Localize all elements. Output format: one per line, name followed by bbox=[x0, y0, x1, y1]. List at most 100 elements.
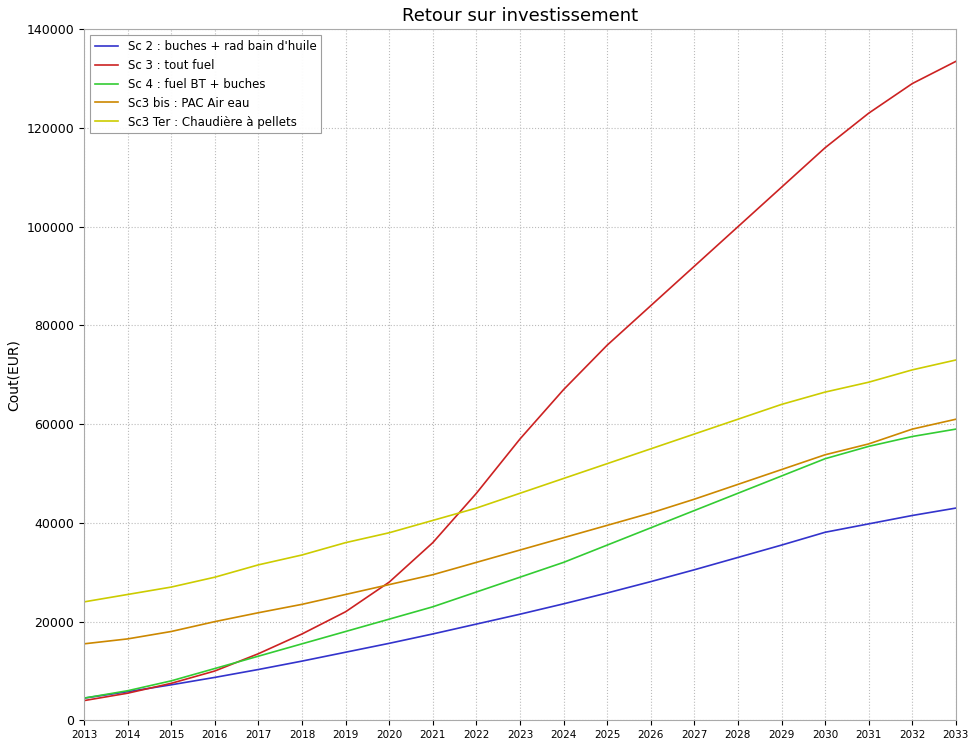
Sc 3 : tout fuel: (2.03e+03, 1.08e+05): tout fuel: (2.03e+03, 1.08e+05) bbox=[776, 183, 788, 192]
Line: Sc 4 : fuel BT + buches: Sc 4 : fuel BT + buches bbox=[84, 429, 956, 698]
Sc 3 : tout fuel: (2.03e+03, 1.29e+05): tout fuel: (2.03e+03, 1.29e+05) bbox=[907, 79, 918, 88]
Sc 3 : tout fuel: (2.01e+03, 5.5e+03): tout fuel: (2.01e+03, 5.5e+03) bbox=[122, 689, 134, 698]
Sc3 bis : PAC Air eau: (2.02e+03, 3.7e+04): PAC Air eau: (2.02e+03, 3.7e+04) bbox=[557, 533, 569, 542]
Sc 4 : fuel BT + buches: (2.02e+03, 1.3e+04): fuel BT + buches: (2.02e+03, 1.3e+04) bbox=[253, 651, 264, 660]
Sc3 bis : PAC Air eau: (2.02e+03, 2.75e+04): PAC Air eau: (2.02e+03, 2.75e+04) bbox=[384, 580, 395, 589]
Sc3 Ter : Chaudière à pellets: (2.03e+03, 7.1e+04): Chaudière à pellets: (2.03e+03, 7.1e+04) bbox=[907, 365, 918, 374]
Sc3 Ter : Chaudière à pellets: (2.02e+03, 4.05e+04): Chaudière à pellets: (2.02e+03, 4.05e+04… bbox=[427, 516, 438, 525]
Sc 3 : tout fuel: (2.03e+03, 1.23e+05): tout fuel: (2.03e+03, 1.23e+05) bbox=[863, 109, 874, 118]
Sc 2 : buches + rad bain d'huile: (2.02e+03, 1.03e+04): buches + rad bain d'huile: (2.02e+03, 1.… bbox=[253, 665, 264, 674]
Sc 4 : fuel BT + buches: (2.03e+03, 5.55e+04): fuel BT + buches: (2.03e+03, 5.55e+04) bbox=[863, 442, 874, 451]
Sc 3 : tout fuel: (2.02e+03, 2.2e+04): tout fuel: (2.02e+03, 2.2e+04) bbox=[340, 607, 351, 616]
Sc 3 : tout fuel: (2.03e+03, 1.16e+05): tout fuel: (2.03e+03, 1.16e+05) bbox=[819, 143, 831, 152]
Sc 2 : buches + rad bain d'huile: (2.03e+03, 2.81e+04): buches + rad bain d'huile: (2.03e+03, 2.… bbox=[645, 577, 657, 586]
Sc 2 : buches + rad bain d'huile: (2.02e+03, 2.15e+04): buches + rad bain d'huile: (2.02e+03, 2.… bbox=[514, 610, 526, 619]
Sc3 Ter : Chaudière à pellets: (2.03e+03, 5.8e+04): Chaudière à pellets: (2.03e+03, 5.8e+04) bbox=[688, 430, 700, 438]
Sc 4 : fuel BT + buches: (2.03e+03, 3.9e+04): fuel BT + buches: (2.03e+03, 3.9e+04) bbox=[645, 524, 657, 533]
Sc 2 : buches + rad bain d'huile: (2.02e+03, 1.2e+04): buches + rad bain d'huile: (2.02e+03, 1.… bbox=[296, 657, 307, 666]
Sc 4 : fuel BT + buches: (2.01e+03, 6e+03): fuel BT + buches: (2.01e+03, 6e+03) bbox=[122, 686, 134, 695]
Sc3 bis : PAC Air eau: (2.02e+03, 2.55e+04): PAC Air eau: (2.02e+03, 2.55e+04) bbox=[340, 590, 351, 599]
Legend: Sc 2 : buches + rad bain d'huile, Sc 3 : tout fuel, Sc 4 : fuel BT + buches, Sc3: Sc 2 : buches + rad bain d'huile, Sc 3 :… bbox=[90, 35, 321, 133]
Sc 3 : tout fuel: (2.03e+03, 9.2e+04): tout fuel: (2.03e+03, 9.2e+04) bbox=[688, 261, 700, 270]
Sc 4 : fuel BT + buches: (2.02e+03, 1.05e+04): fuel BT + buches: (2.02e+03, 1.05e+04) bbox=[209, 664, 221, 673]
Sc3 Ter : Chaudière à pellets: (2.03e+03, 6.1e+04): Chaudière à pellets: (2.03e+03, 6.1e+04) bbox=[732, 415, 744, 424]
Sc 2 : buches + rad bain d'huile: (2.03e+03, 4.3e+04): buches + rad bain d'huile: (2.03e+03, 4.… bbox=[950, 503, 961, 512]
Sc3 bis : PAC Air eau: (2.02e+03, 2.35e+04): PAC Air eau: (2.02e+03, 2.35e+04) bbox=[296, 600, 307, 609]
Sc 3 : tout fuel: (2.02e+03, 4.6e+04): tout fuel: (2.02e+03, 4.6e+04) bbox=[470, 489, 482, 498]
Sc3 Ter : Chaudière à pellets: (2.03e+03, 6.4e+04): Chaudière à pellets: (2.03e+03, 6.4e+04) bbox=[776, 400, 788, 409]
Line: Sc 3 : tout fuel: Sc 3 : tout fuel bbox=[84, 61, 956, 701]
Sc3 Ter : Chaudière à pellets: (2.03e+03, 6.85e+04): Chaudière à pellets: (2.03e+03, 6.85e+04… bbox=[863, 378, 874, 387]
Sc 3 : tout fuel: (2.02e+03, 1.35e+04): tout fuel: (2.02e+03, 1.35e+04) bbox=[253, 649, 264, 658]
Sc 4 : fuel BT + buches: (2.02e+03, 2.05e+04): fuel BT + buches: (2.02e+03, 2.05e+04) bbox=[384, 615, 395, 624]
Sc3 Ter : Chaudière à pellets: (2.01e+03, 2.4e+04): Chaudière à pellets: (2.01e+03, 2.4e+04) bbox=[78, 598, 90, 607]
Sc 2 : buches + rad bain d'huile: (2.02e+03, 7.2e+03): buches + rad bain d'huile: (2.02e+03, 7.… bbox=[165, 681, 177, 689]
Sc3 bis : PAC Air eau: (2.03e+03, 4.78e+04): PAC Air eau: (2.03e+03, 4.78e+04) bbox=[732, 480, 744, 489]
Sc3 bis : PAC Air eau: (2.02e+03, 3.95e+04): PAC Air eau: (2.02e+03, 3.95e+04) bbox=[601, 521, 613, 530]
Sc3 bis : PAC Air eau: (2.02e+03, 3.45e+04): PAC Air eau: (2.02e+03, 3.45e+04) bbox=[514, 545, 526, 554]
Line: Sc 2 : buches + rad bain d'huile: Sc 2 : buches + rad bain d'huile bbox=[84, 508, 956, 698]
Sc 3 : tout fuel: (2.03e+03, 1e+05): tout fuel: (2.03e+03, 1e+05) bbox=[732, 223, 744, 232]
Sc 2 : buches + rad bain d'huile: (2.02e+03, 1.38e+04): buches + rad bain d'huile: (2.02e+03, 1.… bbox=[340, 648, 351, 657]
Sc 3 : tout fuel: (2.02e+03, 1.75e+04): tout fuel: (2.02e+03, 1.75e+04) bbox=[296, 630, 307, 639]
Sc 4 : fuel BT + buches: (2.02e+03, 1.8e+04): fuel BT + buches: (2.02e+03, 1.8e+04) bbox=[340, 627, 351, 636]
Sc 3 : tout fuel: (2.02e+03, 7.6e+04): tout fuel: (2.02e+03, 7.6e+04) bbox=[601, 341, 613, 350]
Sc3 bis : PAC Air eau: (2.03e+03, 5.08e+04): PAC Air eau: (2.03e+03, 5.08e+04) bbox=[776, 465, 788, 474]
Sc3 Ter : Chaudière à pellets: (2.03e+03, 5.5e+04): Chaudière à pellets: (2.03e+03, 5.5e+04) bbox=[645, 444, 657, 453]
Sc3 bis : PAC Air eau: (2.02e+03, 1.8e+04): PAC Air eau: (2.02e+03, 1.8e+04) bbox=[165, 627, 177, 636]
Sc 2 : buches + rad bain d'huile: (2.01e+03, 5.8e+03): buches + rad bain d'huile: (2.01e+03, 5.… bbox=[122, 687, 134, 696]
Sc 4 : fuel BT + buches: (2.03e+03, 4.6e+04): fuel BT + buches: (2.03e+03, 4.6e+04) bbox=[732, 489, 744, 498]
Sc3 Ter : Chaudière à pellets: (2.03e+03, 7.3e+04): Chaudière à pellets: (2.03e+03, 7.3e+04) bbox=[950, 356, 961, 365]
Sc 3 : tout fuel: (2.02e+03, 5.7e+04): tout fuel: (2.02e+03, 5.7e+04) bbox=[514, 435, 526, 444]
Sc 4 : fuel BT + buches: (2.02e+03, 2.9e+04): fuel BT + buches: (2.02e+03, 2.9e+04) bbox=[514, 573, 526, 582]
Sc 2 : buches + rad bain d'huile: (2.03e+03, 3.98e+04): buches + rad bain d'huile: (2.03e+03, 3.… bbox=[863, 519, 874, 528]
Sc3 Ter : Chaudière à pellets: (2.02e+03, 5.2e+04): Chaudière à pellets: (2.02e+03, 5.2e+04) bbox=[601, 459, 613, 468]
Sc 2 : buches + rad bain d'huile: (2.02e+03, 1.56e+04): buches + rad bain d'huile: (2.02e+03, 1.… bbox=[384, 639, 395, 648]
Sc 4 : fuel BT + buches: (2.02e+03, 3.2e+04): fuel BT + buches: (2.02e+03, 3.2e+04) bbox=[557, 558, 569, 567]
Sc 3 : tout fuel: (2.02e+03, 7.5e+03): tout fuel: (2.02e+03, 7.5e+03) bbox=[165, 679, 177, 688]
Sc3 Ter : Chaudière à pellets: (2.02e+03, 2.9e+04): Chaudière à pellets: (2.02e+03, 2.9e+04) bbox=[209, 573, 221, 582]
Sc 4 : fuel BT + buches: (2.03e+03, 5.3e+04): fuel BT + buches: (2.03e+03, 5.3e+04) bbox=[819, 454, 831, 463]
Sc 4 : fuel BT + buches: (2.02e+03, 1.55e+04): fuel BT + buches: (2.02e+03, 1.55e+04) bbox=[296, 639, 307, 648]
Sc 2 : buches + rad bain d'huile: (2.03e+03, 3.05e+04): buches + rad bain d'huile: (2.03e+03, 3.… bbox=[688, 565, 700, 574]
Sc 4 : fuel BT + buches: (2.03e+03, 4.25e+04): fuel BT + buches: (2.03e+03, 4.25e+04) bbox=[688, 506, 700, 515]
Sc 4 : fuel BT + buches: (2.03e+03, 5.75e+04): fuel BT + buches: (2.03e+03, 5.75e+04) bbox=[907, 432, 918, 441]
Sc 3 : tout fuel: (2.03e+03, 1.34e+05): tout fuel: (2.03e+03, 1.34e+05) bbox=[950, 57, 961, 66]
Title: Retour sur investissement: Retour sur investissement bbox=[402, 7, 638, 25]
Sc3 Ter : Chaudière à pellets: (2.02e+03, 3.8e+04): Chaudière à pellets: (2.02e+03, 3.8e+04) bbox=[384, 528, 395, 537]
Sc 3 : tout fuel: (2.01e+03, 4e+03): tout fuel: (2.01e+03, 4e+03) bbox=[78, 696, 90, 705]
Sc 3 : tout fuel: (2.02e+03, 3.6e+04): tout fuel: (2.02e+03, 3.6e+04) bbox=[427, 538, 438, 547]
Sc 3 : tout fuel: (2.02e+03, 6.7e+04): tout fuel: (2.02e+03, 6.7e+04) bbox=[557, 385, 569, 394]
Sc 2 : buches + rad bain d'huile: (2.02e+03, 1.95e+04): buches + rad bain d'huile: (2.02e+03, 1.… bbox=[470, 619, 482, 628]
Line: Sc3 bis : PAC Air eau: Sc3 bis : PAC Air eau bbox=[84, 419, 956, 644]
Sc3 bis : PAC Air eau: (2.03e+03, 6.1e+04): PAC Air eau: (2.03e+03, 6.1e+04) bbox=[950, 415, 961, 424]
Sc3 bis : PAC Air eau: (2.01e+03, 1.65e+04): PAC Air eau: (2.01e+03, 1.65e+04) bbox=[122, 634, 134, 643]
Sc 2 : buches + rad bain d'huile: (2.02e+03, 2.36e+04): buches + rad bain d'huile: (2.02e+03, 2.… bbox=[557, 599, 569, 608]
Sc 2 : buches + rad bain d'huile: (2.03e+03, 3.81e+04): buches + rad bain d'huile: (2.03e+03, 3.… bbox=[819, 528, 831, 537]
Y-axis label: Cout(EUR): Cout(EUR) bbox=[7, 339, 20, 411]
Sc3 bis : PAC Air eau: (2.03e+03, 5.38e+04): PAC Air eau: (2.03e+03, 5.38e+04) bbox=[819, 450, 831, 459]
Sc3 bis : PAC Air eau: (2.03e+03, 4.48e+04): PAC Air eau: (2.03e+03, 4.48e+04) bbox=[688, 495, 700, 503]
Line: Sc3 Ter : Chaudière à pellets: Sc3 Ter : Chaudière à pellets bbox=[84, 360, 956, 602]
Sc3 Ter : Chaudière à pellets: (2.02e+03, 3.6e+04): Chaudière à pellets: (2.02e+03, 3.6e+04) bbox=[340, 538, 351, 547]
Sc 4 : fuel BT + buches: (2.02e+03, 2.6e+04): fuel BT + buches: (2.02e+03, 2.6e+04) bbox=[470, 587, 482, 596]
Sc 4 : fuel BT + buches: (2.02e+03, 8e+03): fuel BT + buches: (2.02e+03, 8e+03) bbox=[165, 676, 177, 685]
Sc3 Ter : Chaudière à pellets: (2.02e+03, 4.9e+04): Chaudière à pellets: (2.02e+03, 4.9e+04) bbox=[557, 474, 569, 483]
Sc 2 : buches + rad bain d'huile: (2.03e+03, 3.3e+04): buches + rad bain d'huile: (2.03e+03, 3.… bbox=[732, 553, 744, 562]
Sc3 bis : PAC Air eau: (2.02e+03, 2.18e+04): PAC Air eau: (2.02e+03, 2.18e+04) bbox=[253, 608, 264, 617]
Sc3 bis : PAC Air eau: (2.02e+03, 3.2e+04): PAC Air eau: (2.02e+03, 3.2e+04) bbox=[470, 558, 482, 567]
Sc3 bis : PAC Air eau: (2.03e+03, 4.2e+04): PAC Air eau: (2.03e+03, 4.2e+04) bbox=[645, 509, 657, 518]
Sc 2 : buches + rad bain d'huile: (2.03e+03, 3.55e+04): buches + rad bain d'huile: (2.03e+03, 3.… bbox=[776, 541, 788, 550]
Sc3 Ter : Chaudière à pellets: (2.02e+03, 4.3e+04): Chaudière à pellets: (2.02e+03, 4.3e+04) bbox=[470, 503, 482, 512]
Sc 2 : buches + rad bain d'huile: (2.03e+03, 4.15e+04): buches + rad bain d'huile: (2.03e+03, 4.… bbox=[907, 511, 918, 520]
Sc3 Ter : Chaudière à pellets: (2.02e+03, 4.6e+04): Chaudière à pellets: (2.02e+03, 4.6e+04) bbox=[514, 489, 526, 498]
Sc 2 : buches + rad bain d'huile: (2.02e+03, 8.7e+03): buches + rad bain d'huile: (2.02e+03, 8.… bbox=[209, 673, 221, 682]
Sc 3 : tout fuel: (2.02e+03, 1e+04): tout fuel: (2.02e+03, 1e+04) bbox=[209, 666, 221, 675]
Sc 2 : buches + rad bain d'huile: (2.02e+03, 2.58e+04): buches + rad bain d'huile: (2.02e+03, 2.… bbox=[601, 589, 613, 598]
Sc 4 : fuel BT + buches: (2.03e+03, 4.95e+04): fuel BT + buches: (2.03e+03, 4.95e+04) bbox=[776, 471, 788, 480]
Sc3 bis : PAC Air eau: (2.01e+03, 1.55e+04): PAC Air eau: (2.01e+03, 1.55e+04) bbox=[78, 639, 90, 648]
Sc 4 : fuel BT + buches: (2.02e+03, 3.55e+04): fuel BT + buches: (2.02e+03, 3.55e+04) bbox=[601, 541, 613, 550]
Sc3 Ter : Chaudière à pellets: (2.01e+03, 2.55e+04): Chaudière à pellets: (2.01e+03, 2.55e+04… bbox=[122, 590, 134, 599]
Sc3 Ter : Chaudière à pellets: (2.02e+03, 3.15e+04): Chaudière à pellets: (2.02e+03, 3.15e+04… bbox=[253, 560, 264, 569]
Sc 3 : tout fuel: (2.02e+03, 2.8e+04): tout fuel: (2.02e+03, 2.8e+04) bbox=[384, 577, 395, 586]
